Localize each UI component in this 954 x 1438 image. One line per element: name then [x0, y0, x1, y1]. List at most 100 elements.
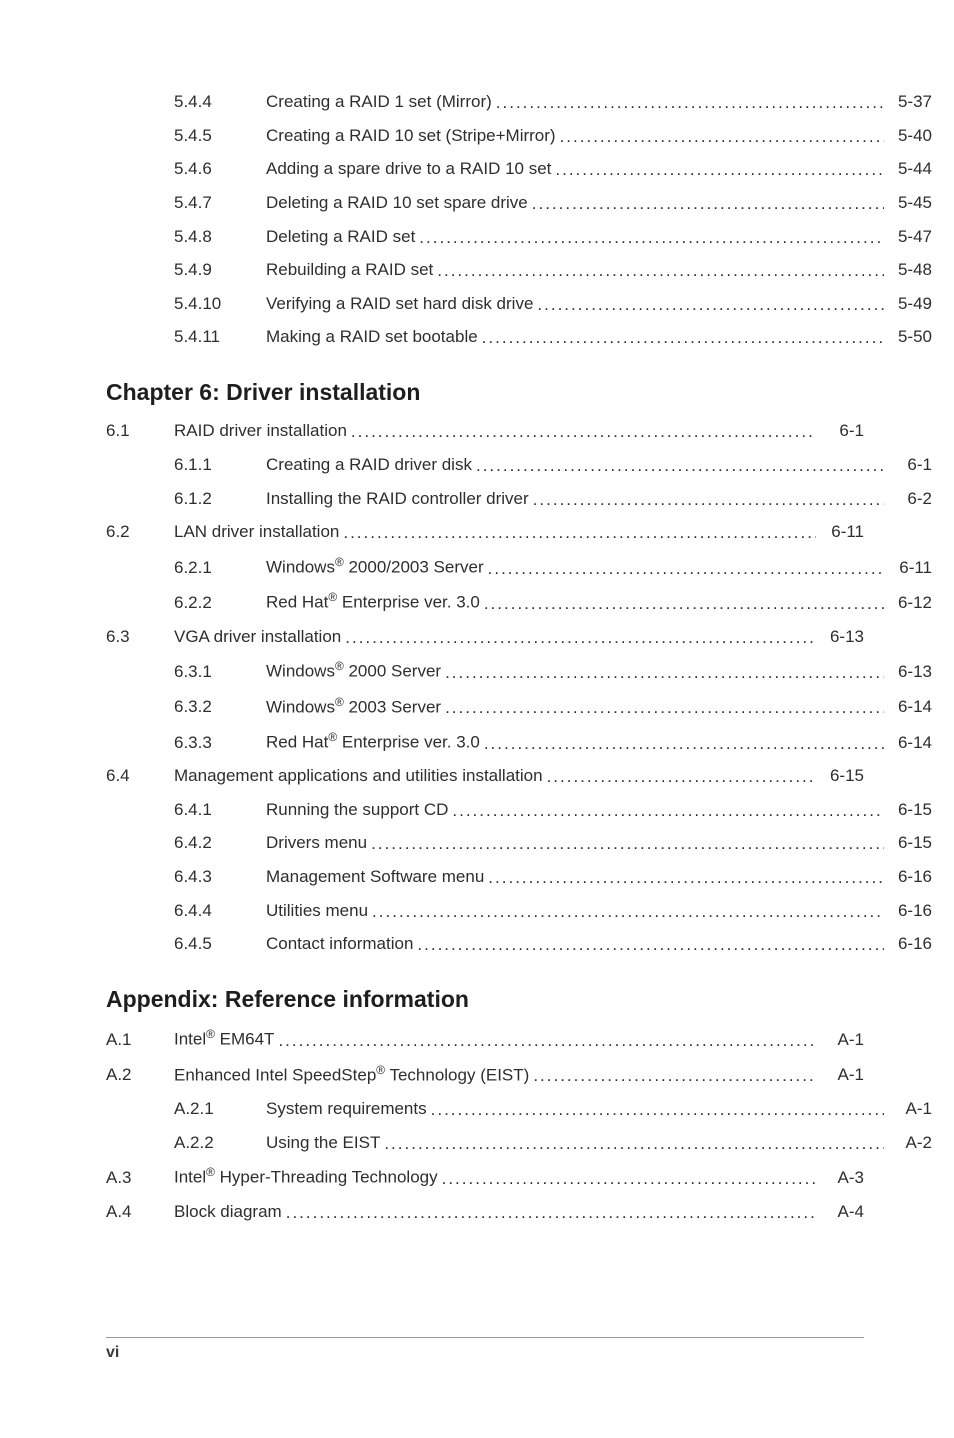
toc-label: Drivers menu — [266, 831, 367, 856]
toc-number: 6.3.2 — [174, 695, 266, 720]
toc-page: 6-15 — [884, 831, 932, 856]
toc-page: 6-15 — [884, 798, 932, 823]
toc-number: 5.4.6 — [174, 157, 266, 182]
toc-number: 5.4.5 — [174, 124, 266, 149]
toc-label: Rebuilding a RAID set — [266, 258, 433, 283]
toc-subsection: 6.4.3Management Software menu6-16 — [106, 865, 932, 890]
toc-leaders — [368, 900, 884, 925]
toc-number: 5.4.8 — [174, 225, 266, 250]
toc-subsection: 6.1.2Installing the RAID controller driv… — [106, 487, 932, 512]
toc-leaders — [556, 125, 884, 150]
toc-label: Management Software menu — [266, 865, 484, 890]
toc-number: 6.2.2 — [174, 591, 266, 616]
toc-subsection: 6.3.1Windows® 2000 Server6-13 — [106, 658, 932, 684]
footer-page-number: vi — [106, 1344, 119, 1361]
toc-number: 6.4.5 — [174, 932, 266, 957]
toc-page: 5-48 — [884, 258, 932, 283]
toc-leaders — [480, 592, 884, 617]
toc-page: A-3 — [816, 1166, 864, 1191]
toc-label: Intel® EM64T — [174, 1026, 274, 1052]
toc-page: 6-13 — [884, 660, 932, 685]
toc-leaders — [529, 488, 884, 513]
toc-page: 6-14 — [884, 695, 932, 720]
toc-label: Creating a RAID 10 set (Stripe+Mirror) — [266, 124, 556, 149]
toc-number: 6.3.3 — [174, 731, 266, 756]
toc-label: LAN driver installation — [174, 520, 339, 545]
toc-subsection: 5.4.10Verifying a RAID set hard disk dri… — [106, 292, 932, 317]
toc-label: Using the EIST — [266, 1131, 380, 1156]
toc-number: 6.4.2 — [174, 831, 266, 856]
toc-subsection: 5.4.6Adding a spare drive to a RAID 10 s… — [106, 157, 932, 182]
toc-leaders — [551, 158, 884, 183]
toc-number: 6.4.3 — [174, 865, 266, 890]
toc-number: 5.4.7 — [174, 191, 266, 216]
toc-page: A-2 — [884, 1131, 932, 1156]
toc-subsection: 6.4.2Drivers menu 6-15 — [106, 831, 932, 856]
toc-leaders — [427, 1098, 884, 1123]
toc-subsection: 6.4.4Utilities menu6-16 — [106, 899, 932, 924]
toc-label: Making a RAID set bootable — [266, 325, 478, 350]
toc-label: Windows® 2003 Server — [266, 694, 441, 720]
toc-page: 5-47 — [884, 225, 932, 250]
toc-section: 6.1RAID driver installation6-1 — [106, 419, 864, 444]
toc-leaders — [433, 259, 884, 284]
toc-section: A.2Enhanced Intel SpeedStep® Technology … — [106, 1062, 864, 1088]
toc-number: 5.4.9 — [174, 258, 266, 283]
toc-subsection: A.2.2Using the EIST A-2 — [106, 1131, 932, 1156]
toc-leaders — [533, 293, 884, 318]
toc-leaders — [282, 1201, 816, 1226]
toc-label: Creating a RAID 1 set (Mirror) — [266, 90, 492, 115]
toc-page: 6-14 — [884, 731, 932, 756]
toc-label: Deleting a RAID 10 set spare drive — [266, 191, 528, 216]
toc-subsection: 6.2.2Red Hat® Enterprise ver. 3.0 6-12 — [106, 589, 932, 615]
toc-leaders — [341, 626, 816, 651]
toc-page: 5-44 — [884, 157, 932, 182]
toc-page: A-4 — [816, 1200, 864, 1225]
toc-subsection: 6.3.2Windows® 2003 Server 6-14 — [106, 694, 932, 720]
toc-number: A.2.1 — [174, 1097, 266, 1122]
toc-number: A.2.2 — [174, 1131, 266, 1156]
toc-leaders — [339, 521, 816, 546]
toc-number: A.1 — [106, 1028, 174, 1053]
toc-label: Utilities menu — [266, 899, 368, 924]
toc-page: 6-2 — [884, 487, 932, 512]
toc-label: Red Hat® Enterprise ver. 3.0 — [266, 589, 480, 615]
toc-page: A-1 — [816, 1028, 864, 1053]
toc-leaders — [484, 866, 884, 891]
toc-page: 6-12 — [884, 591, 932, 616]
toc-number: 6.3.1 — [174, 660, 266, 685]
toc-leaders — [543, 765, 816, 790]
toc-page: 6-13 — [816, 625, 864, 650]
toc-leaders — [380, 1132, 884, 1157]
toc-page: 6-1 — [816, 419, 864, 444]
toc-section: A.3Intel® Hyper-Threading TechnologyA-3 — [106, 1164, 864, 1190]
toc-section: A.4Block diagramA-4 — [106, 1200, 864, 1225]
toc-page: 6-16 — [884, 932, 932, 957]
toc-subsection: 6.4.1Running the support CD6-15 — [106, 798, 932, 823]
toc-page: 5-40 — [884, 124, 932, 149]
toc-subsection: 5.4.5Creating a RAID 10 set (Stripe+Mirr… — [106, 124, 932, 149]
toc-subsection: 6.2.1Windows® 2000/2003 Server6-11 — [106, 554, 932, 580]
toc-number: 6.3 — [106, 625, 174, 650]
toc-section: 6.4Management applications and utilities… — [106, 764, 864, 789]
toc-leaders — [472, 454, 884, 479]
toc-number: 6.1.2 — [174, 487, 266, 512]
toc-number: 6.2.1 — [174, 556, 266, 581]
toc-subsection: 5.4.7Deleting a RAID 10 set spare drive5… — [106, 191, 932, 216]
toc-page: 5-50 — [884, 325, 932, 350]
toc-subsection: 5.4.9Rebuilding a RAID set 5-48 — [106, 258, 932, 283]
toc-label: Deleting a RAID set — [266, 225, 415, 250]
toc-section: 6.2LAN driver installation6-11 — [106, 520, 864, 545]
toc-label: System requirements — [266, 1097, 427, 1122]
toc-number: 6.4 — [106, 764, 174, 789]
toc-leaders — [441, 696, 884, 721]
toc-page: 6-1 — [884, 453, 932, 478]
toc-label: Installing the RAID controller driver — [266, 487, 529, 512]
toc-number: 6.1.1 — [174, 453, 266, 478]
page-footer: vi — [0, 1337, 954, 1362]
toc-label: Intel® Hyper-Threading Technology — [174, 1164, 438, 1190]
toc-label: Windows® 2000/2003 Server — [266, 554, 484, 580]
toc-section: 6.3VGA driver installation6-13 — [106, 625, 864, 650]
toc-number: 6.4.1 — [174, 798, 266, 823]
toc-subsection: 6.3.3Red Hat® Enterprise ver. 3.06-14 — [106, 729, 932, 755]
